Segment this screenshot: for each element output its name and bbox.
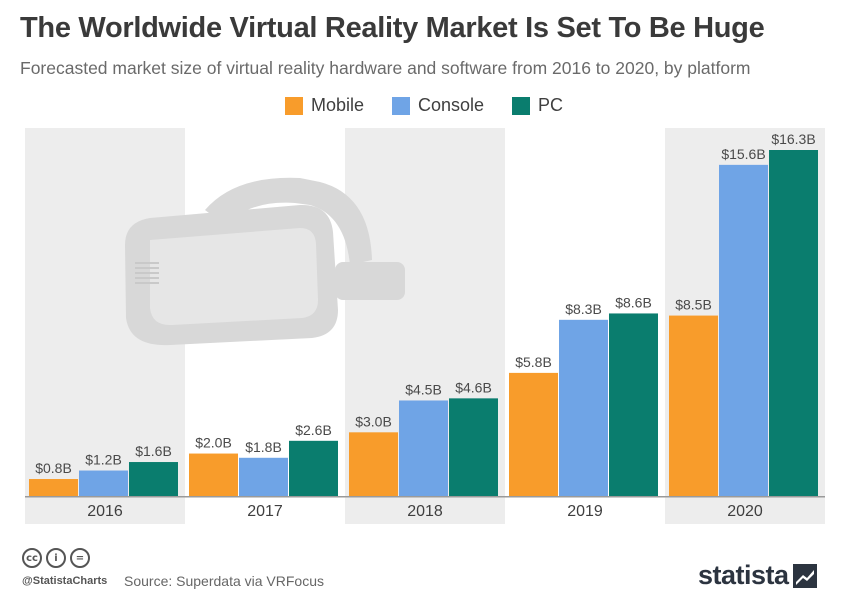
bar-mobile-2018 <box>349 432 398 496</box>
bar-label-console-2016: $1.2B <box>85 452 122 468</box>
bar-label-mobile-2017: $2.0B <box>195 435 232 451</box>
source-note: Source: Superdata via VRFocus <box>124 573 324 589</box>
bar-pc-2017 <box>289 440 338 496</box>
baseline-2016 <box>25 496 185 498</box>
baseline-2019 <box>505 496 665 498</box>
bar-label-pc-2017: $2.6B <box>295 422 332 438</box>
brand-name: statista <box>698 560 789 590</box>
bars <box>29 150 818 497</box>
bar-value-labels: $0.8B $1.2B $1.6B $2.0B $1.8B $2.6B $3.0B $4.5B… <box>35 131 815 476</box>
bar-console-2016 <box>79 470 128 496</box>
creative-commons-icon: cc <box>22 548 42 568</box>
legend-label-mobile: Mobile <box>310 95 364 115</box>
vr-headset-illustration <box>125 177 405 346</box>
bar-console-2018 <box>399 400 448 496</box>
baseline-2017 <box>185 496 345 498</box>
bar-mobile-2017 <box>189 453 238 496</box>
bar-mobile-2019 <box>509 372 558 496</box>
x-axis-tick-labels: 2016 2017 2018 2019 2020 <box>87 503 763 520</box>
bar-label-pc-2020: $16.3B <box>771 131 815 147</box>
x-tick-label-2020: 2020 <box>727 503 763 520</box>
x-tick-label-2018: 2018 <box>407 503 443 520</box>
statista-logo: statista <box>698 560 817 591</box>
statista-mark-icon <box>792 563 817 588</box>
bar-pc-2019 <box>609 313 658 496</box>
bar-mobile-2020 <box>669 315 718 496</box>
bar-console-2020 <box>719 164 768 497</box>
x-tick-label-2016: 2016 <box>87 503 123 520</box>
legend-swatch-console <box>391 96 410 115</box>
legend-item-pc: PC <box>512 95 563 116</box>
chart-title: The Worldwide Virtual Reality Market Is … <box>20 12 765 44</box>
bar-pc-2016 <box>129 462 178 496</box>
no-derivatives-icon: = <box>70 548 90 568</box>
baseline-2020 <box>665 496 825 498</box>
chart-subtitle: Forecasted market size of virtual realit… <box>20 58 751 78</box>
bar-label-mobile-2020: $8.5B <box>675 297 712 313</box>
bar-label-pc-2016: $1.6B <box>135 443 172 459</box>
legend-item-mobile: Mobile <box>284 95 364 116</box>
license-icons: cc i = <box>22 548 90 568</box>
legend-label-pc: PC <box>538 95 564 115</box>
x-tick-label-2017: 2017 <box>247 503 283 520</box>
legend: Mobile Console PC <box>0 95 848 116</box>
bar-label-console-2018: $4.5B <box>405 381 442 397</box>
bar-label-pc-2018: $4.6B <box>455 379 492 395</box>
bar-pc-2020 <box>769 150 818 496</box>
bar-mobile-2016 <box>29 479 78 496</box>
twitter-handle: @StatistaCharts <box>22 575 108 587</box>
x-tick-label-2019: 2019 <box>567 503 603 520</box>
bar-label-mobile-2019: $5.8B <box>515 354 552 370</box>
legend-swatch-pc <box>512 96 531 115</box>
bar-label-mobile-2018: $3.0B <box>355 413 392 429</box>
bar-console-2019 <box>559 319 608 496</box>
bar-label-console-2019: $8.3B <box>565 301 602 317</box>
baseline-2018 <box>345 496 505 498</box>
bar-label-pc-2019: $8.6B <box>615 294 652 310</box>
legend-swatch-mobile <box>284 96 303 115</box>
bar-pc-2018 <box>449 398 498 496</box>
bar-label-console-2017: $1.8B <box>245 439 282 455</box>
attribution-icon: i <box>46 548 66 568</box>
bar-label-console-2020: $15.6B <box>721 146 765 162</box>
legend-item-console: Console <box>391 95 485 116</box>
legend-label-console: Console <box>417 95 485 115</box>
bar-label-mobile-2016: $0.8B <box>35 460 72 476</box>
bar-console-2017 <box>239 457 288 496</box>
